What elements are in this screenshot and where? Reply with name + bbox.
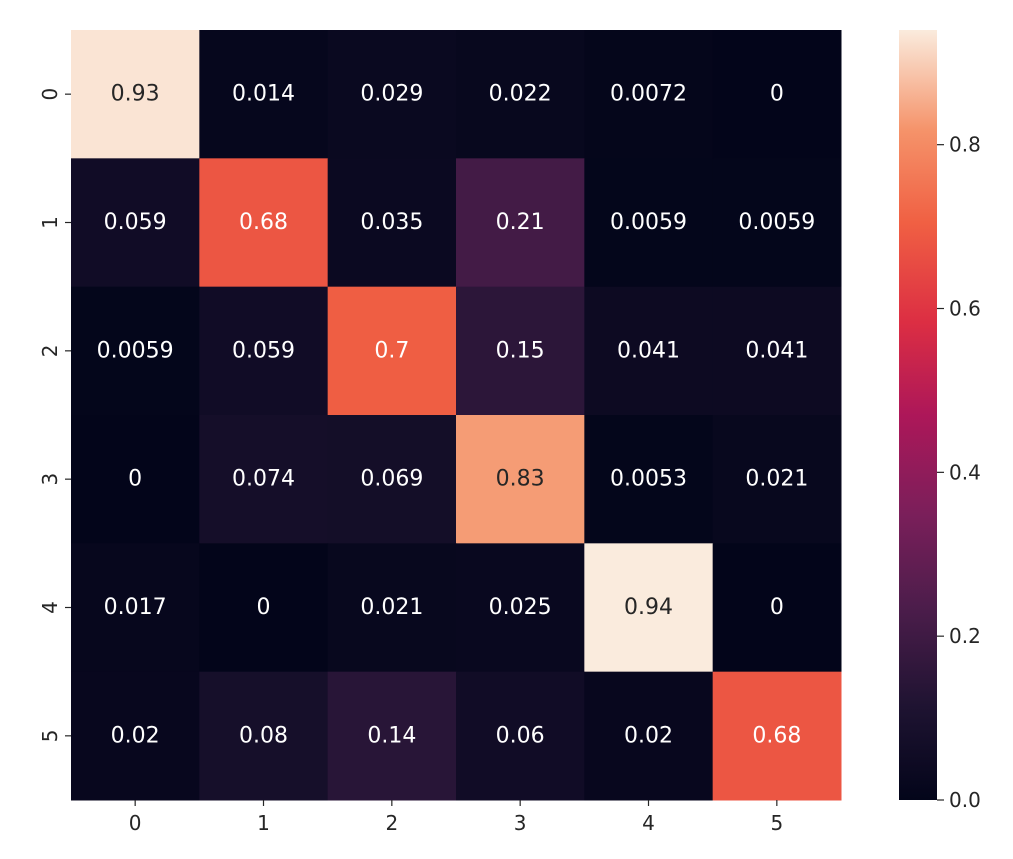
heatmap-cell-3-0	[71, 415, 200, 544]
cell-value-label-5-1: 0.08	[239, 723, 288, 748]
cell-value-label-3-0: 0	[128, 467, 142, 492]
cell-value-label-3-4: 0.0053	[610, 467, 687, 492]
cell-value-label-2-0: 0.0059	[97, 338, 174, 363]
heatmap-cell-5-4	[584, 671, 714, 801]
colorbar-gradient	[899, 30, 937, 800]
cell-value-label-4-4: 0.94	[624, 595, 673, 620]
heatmap-cell-0-2	[327, 30, 457, 159]
heatmap-cell-0-0	[71, 30, 200, 159]
heatmap-cell-2-4	[584, 286, 714, 416]
x-tick-label-3: 3	[514, 811, 527, 835]
cell-value-label-3-5: 0.021	[745, 467, 808, 492]
heatmap-cell-5-3	[456, 671, 585, 801]
heatmap-cell-3-5	[712, 415, 842, 544]
heatmap-cell-1-5	[712, 158, 842, 288]
cell-value-label-3-1: 0.074	[232, 467, 295, 492]
colorbar-tick-label-2: 0.4	[949, 460, 981, 484]
heatmap-cell-0-5	[712, 30, 842, 159]
heatmap-cell-3-2	[327, 415, 457, 544]
cell-value-label-0-5: 0	[770, 82, 784, 107]
heatmap-cell-2-3	[456, 286, 585, 416]
heatmap-cell-1-4	[584, 158, 714, 288]
cell-value-label-2-3: 0.15	[496, 338, 545, 363]
cell-value-label-5-4: 0.02	[624, 723, 673, 748]
cell-value-label-0-4: 0.0072	[610, 82, 687, 107]
heatmap-cell-4-4	[584, 543, 714, 673]
heatmap-cells: 0.93 0.014 0.029 0.022 0.0072 0 0.059 0.68 0.035…	[71, 30, 842, 801]
heatmap-cell-0-3	[456, 30, 585, 159]
heatmap-cell-3-4	[584, 415, 714, 544]
cell-value-label-1-1: 0.68	[239, 210, 288, 235]
colorbar: 0.0 0.2 0.4 0.6 0.8	[899, 30, 981, 812]
heatmap-cell-3-1	[199, 415, 329, 544]
cell-value-label-1-0: 0.059	[104, 210, 167, 235]
colorbar-tick-label-4: 0.8	[949, 133, 981, 157]
y-tick-label-4: 4	[38, 601, 62, 614]
heatmap-cell-4-0	[71, 543, 200, 673]
heatmap-cell-5-0	[71, 671, 200, 801]
cell-value-label-1-2: 0.035	[360, 210, 423, 235]
x-tick-label-4: 4	[642, 811, 655, 835]
cell-value-label-3-3: 0.83	[496, 467, 545, 492]
cell-value-label-3-2: 0.069	[360, 467, 423, 492]
heatmap-cell-0-4	[584, 30, 714, 159]
heatmap-cell-4-1	[199, 543, 329, 673]
colorbar-tick-label-1: 0.2	[949, 624, 981, 648]
heatmap-cell-5-5	[712, 671, 842, 801]
cell-value-label-4-5: 0	[770, 595, 784, 620]
cell-value-label-2-1: 0.059	[232, 338, 295, 363]
x-tick-label-5: 5	[770, 811, 783, 835]
cell-value-label-4-0: 0.017	[104, 595, 167, 620]
x-tick-label-0: 0	[129, 811, 142, 835]
cell-value-label-0-3: 0.022	[489, 82, 552, 107]
y-tick-label-5: 5	[38, 729, 62, 742]
heatmap-cell-5-2	[327, 671, 457, 801]
colorbar-tick-label-3: 0.6	[949, 297, 981, 321]
heatmap-cell-2-0	[71, 286, 200, 416]
heatmap-cell-4-5	[712, 543, 842, 673]
cell-value-label-1-4: 0.0059	[610, 210, 687, 235]
x-tick-label-1: 1	[257, 811, 270, 835]
y-tick-label-2: 2	[38, 344, 62, 357]
x-tick-label-2: 2	[385, 811, 398, 835]
heatmap-cell-1-1	[199, 158, 329, 288]
cell-value-label-2-2: 0.7	[374, 338, 409, 363]
cell-value-label-2-5: 0.041	[745, 338, 808, 363]
heatmap-cell-2-5	[712, 286, 842, 416]
heatmap-cell-0-1	[199, 30, 329, 159]
heatmap-cell-4-3	[456, 543, 585, 673]
cell-value-label-0-0: 0.93	[111, 82, 160, 107]
y-tick-label-1: 1	[38, 216, 62, 229]
cell-value-label-0-2: 0.029	[360, 82, 423, 107]
cell-value-label-1-5: 0.0059	[738, 210, 815, 235]
heatmap-cell-2-2	[327, 286, 457, 416]
heatmap-cell-1-0	[71, 158, 200, 288]
heatmap-cell-5-1	[199, 671, 329, 801]
y-axis: 0 1 2 3 4 5	[38, 88, 71, 742]
cell-value-label-1-3: 0.21	[496, 210, 545, 235]
cell-value-label-4-2: 0.021	[360, 595, 423, 620]
colorbar-tick-label-0: 0.0	[949, 788, 981, 812]
cell-value-label-5-0: 0.02	[111, 723, 160, 748]
heatmap-cell-3-3	[456, 415, 585, 544]
cell-value-label-5-2: 0.14	[367, 723, 416, 748]
cell-value-label-5-3: 0.06	[496, 723, 545, 748]
cell-value-label-2-4: 0.041	[617, 338, 680, 363]
x-axis: 0 1 2 3 4 5	[129, 800, 783, 835]
cell-value-label-5-5: 0.68	[752, 723, 801, 748]
heatmap-cell-2-1	[199, 286, 329, 416]
heatmap-cell-4-2	[327, 543, 457, 673]
cell-value-label-0-1: 0.014	[232, 82, 295, 107]
cell-value-label-4-1: 0	[257, 595, 271, 620]
y-tick-label-0: 0	[38, 88, 62, 101]
cell-value-label-4-3: 0.025	[489, 595, 552, 620]
y-tick-label-3: 3	[38, 473, 62, 486]
heatmap-cell-1-3	[456, 158, 585, 288]
heatmap-cell-1-2	[327, 158, 457, 288]
